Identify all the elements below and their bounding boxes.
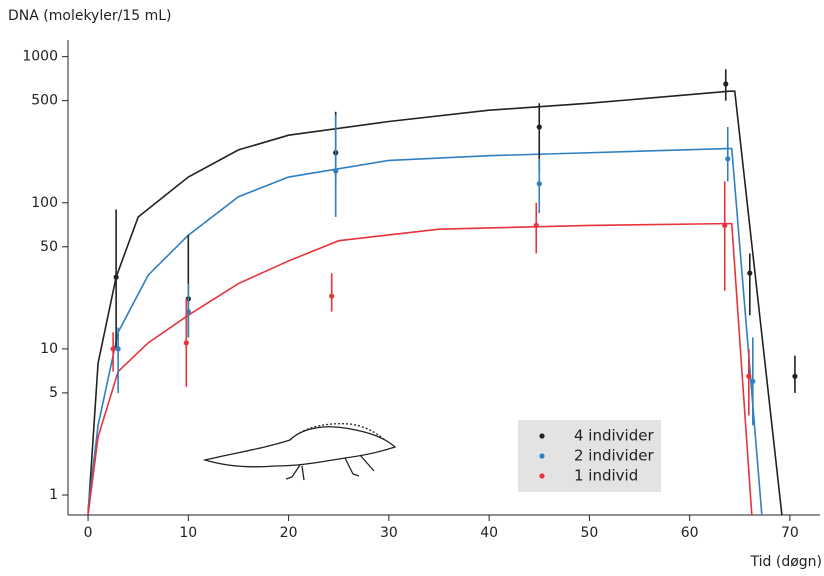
y-tick-label: 1000 — [22, 49, 58, 65]
y-tick-label: 5 — [49, 385, 58, 401]
x-axis-label: Tid (døgn) — [750, 554, 822, 570]
point — [725, 156, 731, 162]
x-tick-label: 20 — [280, 525, 298, 541]
y-tick-label: 50 — [40, 239, 58, 255]
x-tick-label: 40 — [480, 525, 498, 541]
point — [722, 222, 728, 229]
legend-marker — [539, 473, 545, 479]
x-tick-label: 70 — [781, 525, 799, 541]
fit-curve — [87, 90, 783, 515]
x-tick-label: 60 — [681, 525, 699, 541]
y-tick-label: 1 — [49, 487, 58, 503]
point — [536, 124, 542, 130]
legend-label: 4 individer — [574, 427, 654, 445]
point — [110, 346, 116, 352]
point — [746, 373, 752, 379]
point — [183, 340, 189, 346]
x-tick-label: 0 — [84, 525, 93, 541]
point — [333, 168, 339, 174]
x-tick-label: 50 — [580, 525, 598, 541]
x-tick-label: 30 — [380, 525, 398, 541]
point — [723, 81, 729, 87]
y-tick-label: 10 — [40, 341, 58, 357]
legend-label: 1 individ — [574, 467, 638, 485]
legend-marker — [539, 433, 545, 439]
y-axis-label: DNA (molekyler/15 mL) — [8, 8, 171, 24]
legend-label: 2 individer — [574, 447, 654, 465]
legend-marker — [539, 453, 545, 459]
point — [115, 346, 121, 352]
salamander — [202, 423, 397, 481]
point — [750, 378, 756, 384]
point — [329, 293, 335, 299]
point — [747, 270, 753, 276]
point — [113, 274, 119, 280]
y-tick-label: 100 — [31, 195, 58, 211]
y-tick-label: 500 — [31, 93, 58, 109]
point — [533, 222, 539, 229]
x-tick-label: 10 — [179, 525, 197, 541]
point — [792, 373, 798, 379]
point — [536, 181, 542, 187]
